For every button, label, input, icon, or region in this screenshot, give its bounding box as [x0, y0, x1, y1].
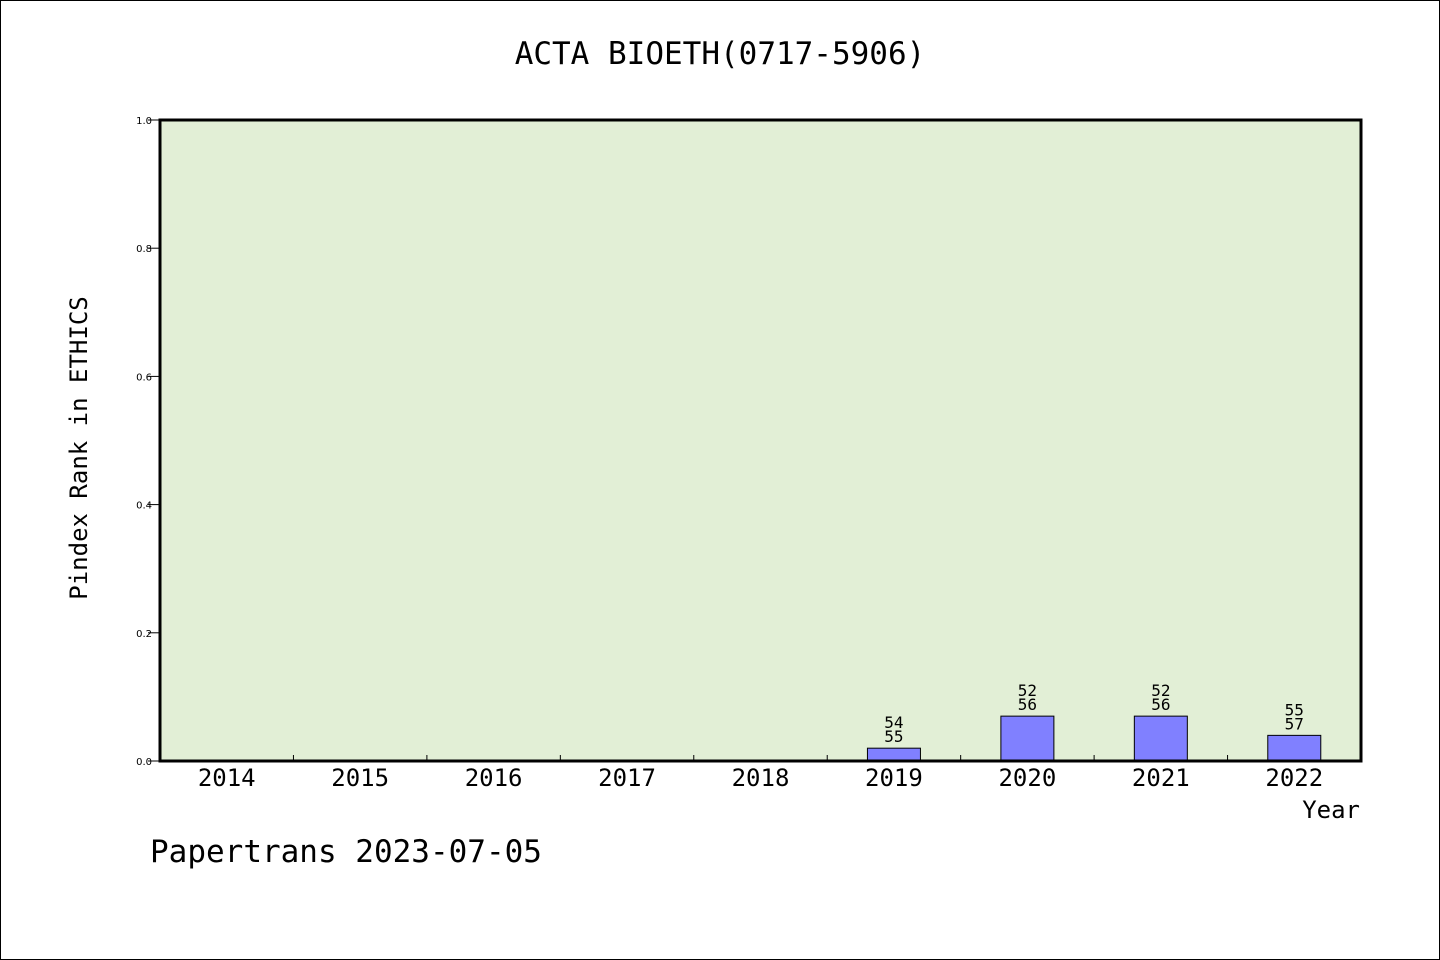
plot-border: [158, 118, 1363, 763]
y-tick-label: 0.4: [136, 501, 152, 512]
bar-2021: [1133, 715, 1188, 762]
plot-background: [160, 120, 1361, 761]
y-tick-label: 0.6: [136, 372, 152, 383]
bar-label-bottom-2021: 56: [1151, 695, 1170, 714]
bar-2022: [1267, 734, 1322, 762]
bar-label-top-2019: 54: [884, 713, 903, 732]
x-axis-label: Year: [1302, 796, 1360, 824]
y-tick-label: 0.8: [136, 244, 152, 255]
plot-area: [160, 120, 1361, 761]
bar-label-bottom-2022: 57: [1285, 714, 1304, 733]
bar-label-top-2022: 55: [1285, 700, 1304, 719]
x-tick-label-2020: 2020: [998, 764, 1056, 792]
y-axis-label: Pindex Rank in ETHICS: [65, 296, 93, 600]
x-tick-label-2014: 2014: [198, 764, 256, 792]
x-tick-label-2016: 2016: [465, 764, 523, 792]
x-tick-label-2015: 2015: [331, 764, 389, 792]
x-tick-label-2017: 2017: [598, 764, 656, 792]
bar-label-top-2020: 52: [1018, 681, 1037, 700]
x-tick-label-2019: 2019: [865, 764, 923, 792]
y-tick-label: 0.0: [136, 757, 152, 768]
bar-2020: [1000, 715, 1055, 762]
bar-label-bottom-2020: 56: [1018, 695, 1037, 714]
bars-layer: [866, 715, 1322, 762]
x-tick-label-2022: 2022: [1265, 764, 1323, 792]
bar-label-top-2021: 52: [1151, 681, 1170, 700]
bar-2019: [866, 747, 921, 762]
footer-text: Papertrans 2023-07-05: [150, 834, 542, 870]
bar-label-bottom-2019: 55: [884, 727, 903, 746]
labels-layer: 2014 2015 2016 2017 201854552019525620205256…: [136, 116, 1323, 792]
x-tick-label-2021: 2021: [1132, 764, 1190, 792]
ticks-layer: [148, 118, 1363, 763]
y-tick-label: 0.2: [136, 629, 152, 640]
x-tick-label-2018: 2018: [732, 764, 790, 792]
y-tick-label: 1.0: [136, 116, 152, 127]
chart-title: ACTA BIOETH(0717-5906): [514, 36, 926, 72]
